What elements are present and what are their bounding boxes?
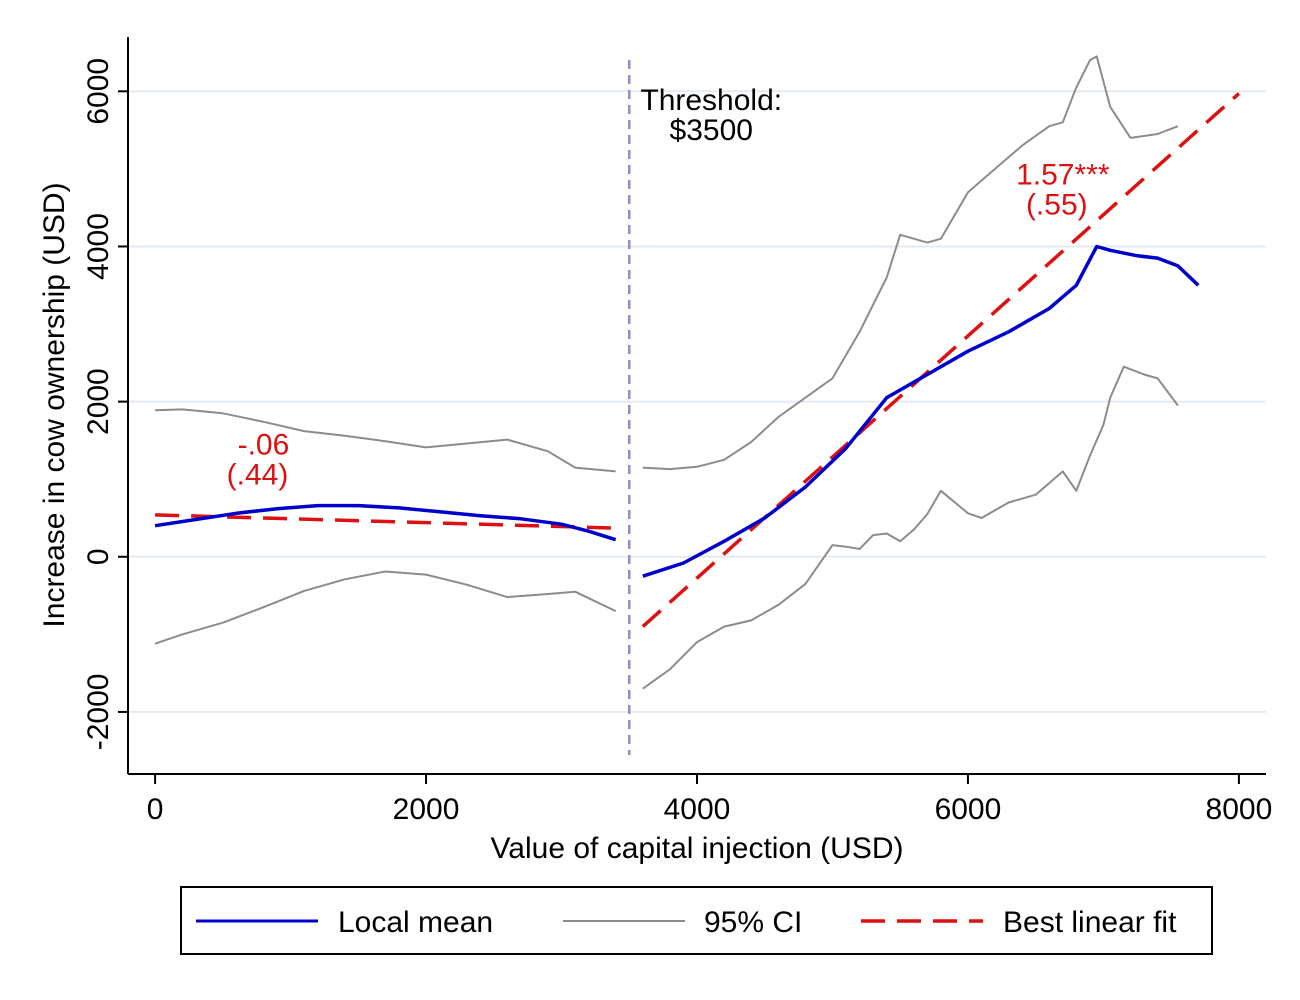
y-tick-label: 6000 [82,58,115,125]
x-tick-label: 0 [147,793,164,826]
y-tick-label: 4000 [82,213,115,280]
axes: 0 2000 4000 6000 8000 -2000 0 2000 4000 6000 [82,37,1272,826]
x-tick-label: 6000 [935,793,1002,826]
x-tick-label: 8000 [1206,793,1273,826]
threshold-value: $3500 [670,114,753,147]
threshold-label: Threshold: [640,84,782,117]
legend: Local mean 95% CI Best linear fit [180,886,1213,955]
legend-label-ci: 95% CI [704,906,802,939]
coefficient-label: 1.57*** [1016,158,1110,191]
series-line-local-mean-1 [642,244,1200,578]
annotations-layer: -.06(.44) 1.57***(.55) [227,158,1110,491]
legend-frame [180,886,1213,955]
y-tick-label: -2000 [82,674,115,751]
series-line-95-ci-3 [642,365,1179,690]
legend-label-local-mean: Local mean [338,906,493,939]
x-tick-label: 2000 [393,793,460,826]
coefficient-label: -.06 [238,428,290,461]
series-line-best-linear-fit-0 [155,513,616,530]
grid-lines [128,90,1266,713]
series-layer [154,55,1241,690]
threshold-marker: Threshold:$3500 [628,60,782,755]
series-line-95-ci-1 [642,55,1179,471]
standard-error-label: (.55) [1026,188,1088,221]
x-axis-title: Value of capital injection (USD) [491,832,904,865]
series-line-95-ci-2 [154,570,617,645]
standard-error-label: (.44) [227,458,289,491]
y-axis-title: Increase in cow ownership (USD) [38,182,71,627]
series-line-best-linear-fit-1 [641,92,1241,628]
y-tick-label: 0 [82,548,115,565]
y-tick-label: 2000 [82,368,115,435]
series-line-95-ci-0 [155,408,616,473]
legend-label-best-linear-fit: Best linear fit [1003,906,1177,939]
x-tick-label: 4000 [664,793,731,826]
series-line-local-mean-0 [154,503,617,542]
